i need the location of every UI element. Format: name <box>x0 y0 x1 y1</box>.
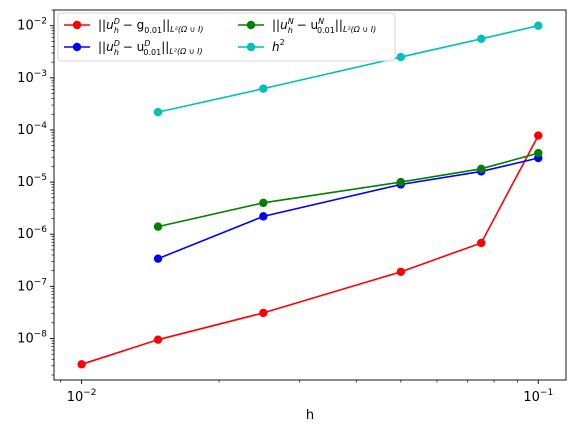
series-1-point <box>77 360 86 369</box>
y-tick-label: 10−5 <box>17 173 47 190</box>
axis-ticks: 10−2 10−1 10−8 10−7 10−6 10−5 10−4 10−3 10−2 <box>17 9 553 405</box>
series-1-point <box>396 267 406 277</box>
series-line-1 <box>81 135 539 366</box>
legend-label-3: ||uN h − uN 0.01||L²(Ω ∪ I) <box>272 17 376 35</box>
series-1-point <box>153 335 163 344</box>
series-2-point <box>259 212 268 221</box>
y-tick-label: 10−4 <box>17 121 47 138</box>
y-tick-label: 10−6 <box>17 225 47 242</box>
series-4-point <box>534 21 543 30</box>
series-1-point <box>259 308 268 318</box>
series-2-point <box>153 254 163 263</box>
legend-marker-4 <box>246 42 256 52</box>
legend-label-2: ||uD h − uD 0.01||L²(Ω ∪ I) <box>98 39 203 57</box>
legend-label-4: h2 <box>272 38 285 54</box>
plot-marks <box>77 21 543 369</box>
y-tick-label: 10−8 <box>17 330 47 347</box>
legend: ||uD h − g0.01||L²(Ω ∪ I) ||uD h − uD 0.01||… <box>57 12 396 62</box>
y-tick-label: 10−2 <box>17 17 47 34</box>
series-1-point <box>477 238 486 248</box>
series-3-point <box>396 177 406 187</box>
series-4-point <box>396 52 406 62</box>
plot-frame <box>53 9 567 381</box>
series-4-point <box>477 34 486 44</box>
y-tick-label: 10−7 <box>17 277 47 294</box>
series-3-point <box>534 148 543 158</box>
x-tick-label: 10−2 <box>67 388 97 405</box>
legend-marker-3 <box>246 20 256 30</box>
series-3-point <box>259 198 268 208</box>
legend-label-1: ||uD h − g0.01||L²(Ω ∪ I) <box>98 17 204 35</box>
legend-box <box>57 12 396 62</box>
series-3-point <box>153 222 163 231</box>
x-tick-label: 10−1 <box>523 388 553 405</box>
series-3-point <box>477 164 486 173</box>
legend-marker-1 <box>72 20 82 30</box>
x-axis-label: h <box>306 408 314 423</box>
series-4-point <box>153 107 163 117</box>
series-line-3 <box>157 152 539 228</box>
legend-marker-2 <box>72 42 82 52</box>
series-1-point <box>534 131 543 140</box>
series-4-point <box>259 84 268 93</box>
y-tick-label: 10−3 <box>17 69 47 86</box>
